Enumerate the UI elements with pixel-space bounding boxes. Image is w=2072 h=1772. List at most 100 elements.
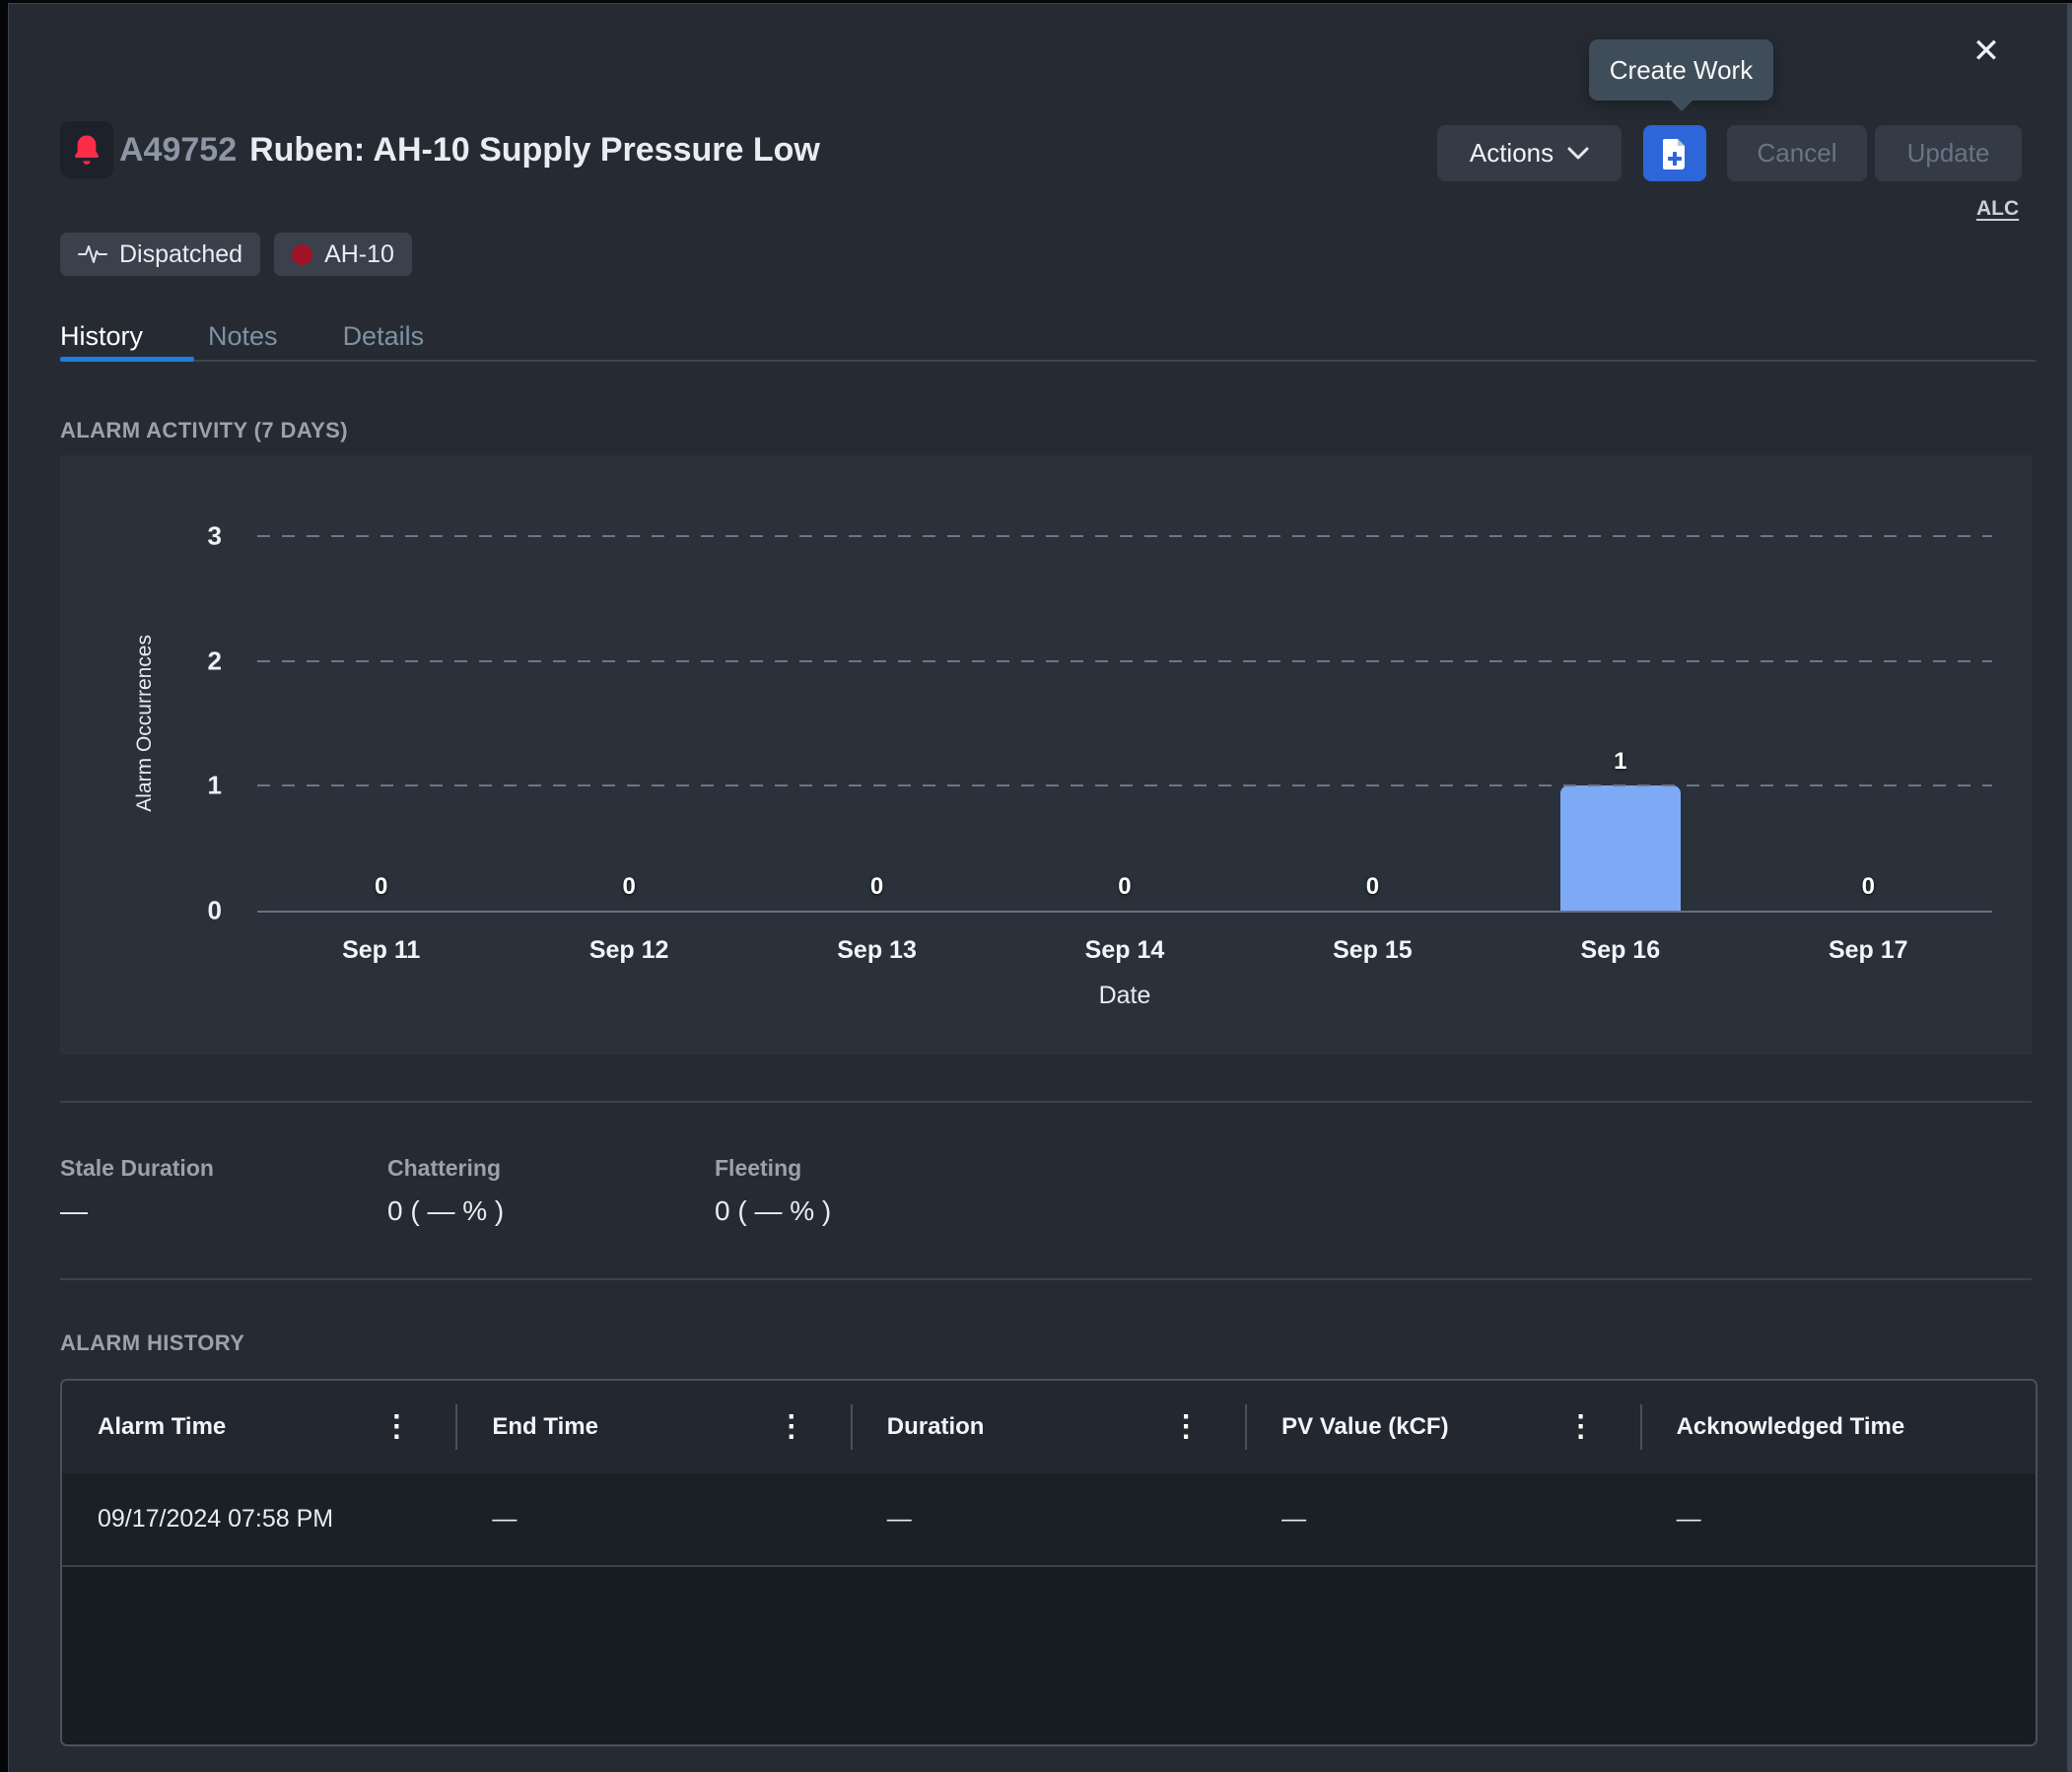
kebab-menu-icon[interactable]: ⋮ [1565,1410,1596,1443]
alc-link[interactable]: ALC [1976,197,2020,220]
update-label: Update [1906,138,1990,168]
create-work-button[interactable] [1643,125,1706,181]
section-title-alarm-activity: ALARM ACTIVITY (7 DAYS) [60,418,348,443]
y-axis-ticks: 0 1 2 3 [167,521,222,925]
table-body: 09/17/2024 07:58 PM — — — — [62,1473,2036,1567]
column-header-label: End Time [492,1413,598,1440]
alarm-bell-icon [71,132,103,168]
gridline [257,659,1992,662]
gridline [257,784,1992,787]
chart-column: 0 [1001,536,1248,911]
column-separator [850,1404,853,1450]
x-axis-label: Date [1098,982,1151,1009]
divider [60,1278,2032,1280]
y-axis-tick: 0 [207,895,222,925]
active-tab-underline [60,357,194,362]
table-cell: 09/17/2024 07:58 PM [98,1505,334,1533]
stat-value: — [60,1195,88,1226]
red-dot-icon [292,243,313,265]
x-axis-tick: Sep 13 [837,936,917,964]
table-cell: — [886,1505,912,1533]
update-button[interactable]: Update [1875,125,2022,181]
bar-value-label: 0 [622,873,636,900]
chart-column: 0 [753,536,1001,911]
cancel-label: Cancel [1757,138,1837,168]
section-title-alarm-history: ALARM HISTORY [60,1330,245,1355]
x-axis-tick: Sep 11 [342,936,421,964]
kebab-menu-icon[interactable]: ⋮ [776,1410,806,1443]
tab-details[interactable]: Details [342,321,425,351]
asset-badge-ah10: AH-10 [274,233,412,276]
stat-fleeting: Fleeting 0 ( — % ) [715,1155,1042,1227]
x-axis-ticks: Sep 11 Sep 12 Sep 13 Sep 14 Sep 15 Sep 16 Sep … [257,936,1992,965]
x-axis-tick: Sep 17 [1828,936,1908,964]
status-badge-dispatched: Dispatched [60,233,261,276]
page-title: A49752 Ruben: AH-10 Supply Pressure Low [119,121,820,178]
stat-stale-duration: Stale Duration — [60,1155,387,1227]
alarm-detail-modal: ✕ Create Work Actions Cancel Update ALC [8,3,2072,1772]
table-cell: — [1281,1505,1307,1533]
badge-label: Dispatched [119,239,243,268]
vertical-scrollbar[interactable] [2067,3,2072,1772]
tab-notes[interactable]: Notes [208,321,278,351]
kebab-menu-icon[interactable]: ⋮ [1171,1410,1202,1443]
stat-label: Fleeting [715,1155,802,1181]
actions-button[interactable]: Actions [1437,125,1622,181]
column-header-pv-value-kcf: PV Value (kCF) ⋮ [1245,1381,1640,1473]
chart-column: 1 [1496,536,1744,911]
column-header-end-time: End Time ⋮ [455,1381,851,1473]
bar-value-label: 0 [1861,873,1875,900]
chart-column: 0 [1745,536,1992,911]
x-axis-tick: Sep 15 [1333,936,1413,964]
column-separator [1245,1404,1248,1450]
column-separator [1639,1404,1642,1450]
y-axis-tick: 3 [207,520,222,551]
column-header-label: Acknowledged Time [1676,1413,1905,1440]
y-axis-tick: 2 [207,646,222,676]
tab-bar: History Notes Details [60,321,424,370]
chevron-down-icon [1567,147,1589,161]
badge-label: AH-10 [324,239,394,268]
bar-value-label: 1 [1614,748,1627,776]
alarm-id: A49752 [119,130,238,169]
stats-row: Stale Duration — Chattering 0 ( — % ) Fl… [60,1155,1042,1227]
column-header-duration: Duration ⋮ [850,1381,1246,1473]
stat-label: Stale Duration [60,1155,214,1181]
column-header-label: Duration [886,1413,985,1440]
chart-column: 0 [1249,536,1496,911]
bar-value-label: 0 [1118,873,1132,900]
stat-chattering: Chattering 0 ( — % ) [387,1155,715,1227]
chart-column: 0 [257,536,505,911]
column-header-label: PV Value (kCF) [1281,1413,1449,1440]
stat-label: Chattering [387,1155,501,1181]
tab-history[interactable]: History [60,321,144,351]
table-row[interactable]: 09/17/2024 07:58 PM — — — — [62,1473,2036,1567]
pulse-icon [78,242,107,266]
bar-value-label: 0 [869,873,884,900]
stat-value: 0 ( — % ) [387,1195,505,1226]
x-axis-tick: Sep 16 [1580,936,1661,964]
bar [1559,785,1681,911]
badge-row: Dispatched AH-10 [60,233,412,276]
close-icon[interactable]: ✕ [1971,33,2001,70]
chart-column: 0 [505,536,752,911]
alarm-title: Ruben: AH-10 Supply Pressure Low [249,130,820,169]
table-header-row: Alarm Time ⋮ End Time ⋮ Duration ⋮ PV Value (k… [62,1381,2036,1473]
alarm-icon-chip [60,121,113,178]
kebab-menu-icon[interactable]: ⋮ [381,1410,412,1443]
bar-value-label: 0 [375,873,388,900]
divider [60,1101,2032,1103]
cancel-button[interactable]: Cancel [1727,125,1867,181]
tooltip-label: Create Work [1609,54,1754,85]
gridline [257,535,1992,537]
column-header-alarm-time: Alarm Time ⋮ [62,1381,456,1473]
column-header-label: Alarm Time [98,1413,227,1440]
table-cell: — [1676,1505,1701,1533]
alarm-activity-chart: Alarm Occurrences [60,455,2032,1055]
create-work-tooltip: Create Work [1589,39,1773,101]
tab-track [60,360,2036,362]
bar-value-label: 0 [1365,873,1380,900]
document-plus-icon [1661,137,1689,170]
table-cell: — [492,1505,518,1533]
actions-label: Actions [1469,138,1554,168]
